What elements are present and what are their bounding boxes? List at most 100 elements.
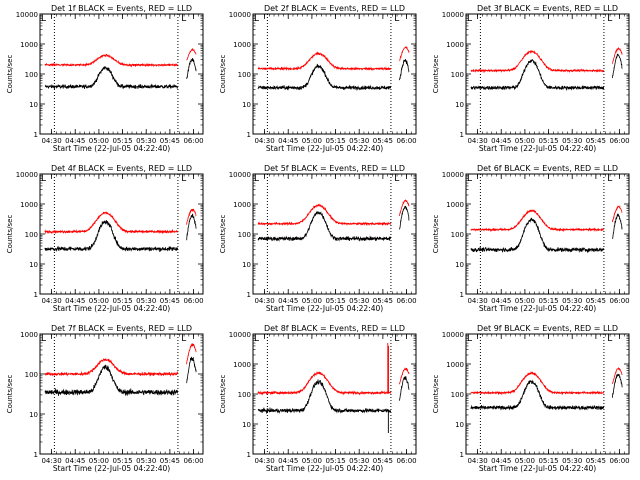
x-axis-label: Start Time (22-Jul-05 04:22:40) [266,304,383,313]
y-tick-label: 1 [34,291,38,299]
x-axis-label: Start Time (22-Jul-05 04:22:40) [479,304,596,313]
y-tick-label: 100 [451,231,464,239]
x-tick-label: 05:45 [160,297,180,305]
chart-panel-7: Det 7f BLACK = Events, RED = LLD 1 10 100 10… [6,324,204,473]
chart-panel-8: Det 8f BLACK = Events, RED = LLD 1 10 100 10… [219,324,417,473]
x-tick-label: 06:00 [609,457,629,465]
chart-panel-4: Det 4f BLACK = Events, RED = LLD 1 10 100 10… [6,164,204,313]
l-bracket-marker: L [181,174,186,184]
y-tick-label: 10 [455,101,464,109]
plot-frame [465,13,630,135]
series-line-lld [44,48,197,68]
x-tick-label: 05:45 [160,137,180,145]
x-tick-label: 06:00 [183,137,203,145]
series-line-lld [257,45,410,72]
y-tick-label: 10000 [16,171,38,179]
y-axis-label: Counts/sec [219,375,227,414]
y-tick-label: 1000 [446,41,464,49]
l-bracket-marker: L [394,334,399,344]
y-axis-label: Counts/sec [432,215,440,254]
series-line-events [470,212,623,254]
l-bracket-marker: L [394,174,399,184]
y-tick-label: 1000 [20,201,38,209]
plot-frame [252,333,417,455]
x-tick-label: 05:30 [349,137,369,145]
series-line-lld [470,46,623,74]
plot-frame [39,173,204,295]
x-tick-label: 04:30 [254,137,274,145]
x-tick-label: 05:45 [586,457,606,465]
x-tick-label: 04:45 [278,457,298,465]
y-tick-label: 10 [29,411,38,419]
y-tick-label: 1 [247,291,251,299]
x-tick-label: 05:30 [562,137,582,145]
x-tick-label: 04:45 [491,137,511,145]
chart-panel-5: Det 5f BLACK = Events, RED = LLD 1 10 100 10… [219,164,417,313]
x-tick-label: 05:30 [349,457,369,465]
y-tick-label: 10000 [16,11,38,19]
x-tick-label: 05:00 [302,137,322,145]
x-tick-label: 05:00 [515,137,535,145]
x-tick-label: 05:00 [89,297,109,305]
l-bracket-marker: L [394,14,399,24]
x-tick-label: 04:45 [278,137,298,145]
y-tick-label: 1000 [446,361,464,369]
x-tick-label: 05:15 [325,137,345,145]
plot-frame [252,173,417,295]
y-tick-label: 100 [25,371,38,379]
y-tick-label: 10 [242,261,251,269]
chart-title: Det 8f BLACK = Events, RED = LLD [264,324,405,333]
y-tick-label: 1000 [20,41,38,49]
x-tick-label: 05:00 [89,457,109,465]
x-tick-label: 05:00 [302,457,322,465]
x-tick-label: 05:15 [538,137,558,145]
y-tick-label: 1000 [233,201,251,209]
y-tick-label: 10000 [442,331,464,339]
x-tick-label: 04:30 [467,137,487,145]
x-tick-label: 05:30 [562,297,582,305]
x-tick-label: 05:15 [325,297,345,305]
y-tick-label: 10000 [229,171,251,179]
y-tick-label: 100 [238,231,251,239]
y-tick-label: 10 [29,101,38,109]
x-tick-label: 06:00 [609,137,629,145]
l-bracket-marker: L [607,174,612,184]
y-axis-label: Counts/sec [6,375,14,414]
x-tick-label: 06:00 [609,297,629,305]
x-tick-label: 06:00 [396,137,416,145]
x-tick-label: 05:00 [515,457,535,465]
x-tick-label: 05:15 [325,457,345,465]
x-tick-label: 05:15 [538,457,558,465]
series-line-lld [44,343,197,377]
y-tick-label: 10 [242,421,251,429]
y-tick-label: 100 [25,231,38,239]
x-axis-label: Start Time (22-Jul-05 04:22:40) [53,464,170,473]
l-bracket-marker-left: L [41,174,46,184]
y-tick-label: 100 [451,391,464,399]
series-line-lld [470,204,623,233]
x-tick-label: 04:30 [41,297,61,305]
y-tick-label: 10000 [442,11,464,19]
chart-title: Det 7f BLACK = Events, RED = LLD [51,324,192,333]
chart-panel-1: Det 1f BLACK = Events, RED = LLD 1 10 100 10… [6,4,204,153]
l-bracket-marker-left: L [467,14,472,24]
chart-title: Det 3f BLACK = Events, RED = LLD [477,4,618,13]
x-tick-label: 04:30 [254,297,274,305]
x-axis-label: Start Time (22-Jul-05 04:22:40) [53,304,170,313]
plot-frame [465,173,630,295]
x-tick-label: 05:45 [373,457,393,465]
y-tick-label: 10 [242,101,251,109]
x-tick-label: 06:00 [183,457,203,465]
x-tick-label: 04:30 [41,457,61,465]
x-tick-label: 05:15 [112,297,132,305]
y-axis-label: Counts/sec [432,375,440,414]
x-tick-label: 05:45 [373,297,393,305]
y-tick-label: 10000 [229,11,251,19]
y-axis-label: Counts/sec [6,55,14,94]
x-tick-label: 05:15 [112,137,132,145]
x-tick-label: 05:30 [349,297,369,305]
y-tick-label: 1 [247,451,251,459]
y-tick-label: 10 [455,261,464,269]
x-tick-label: 05:15 [112,457,132,465]
x-tick-label: 04:30 [254,457,274,465]
